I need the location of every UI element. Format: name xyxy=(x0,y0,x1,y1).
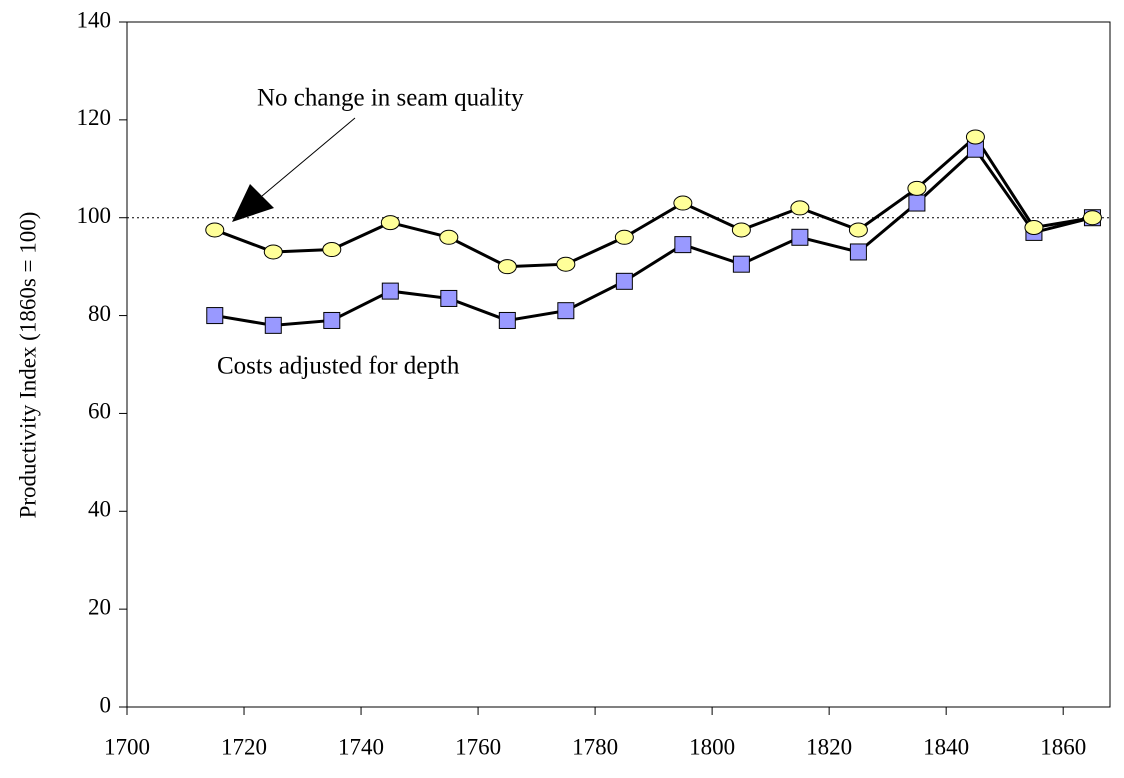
marker xyxy=(848,222,868,238)
marker xyxy=(849,243,867,261)
y-tick-label: 140 xyxy=(77,7,112,32)
y-tick-label: 120 xyxy=(77,105,112,130)
y-tick-label: 100 xyxy=(77,203,112,228)
marker xyxy=(205,222,225,238)
marker xyxy=(614,229,634,245)
marker xyxy=(908,194,926,212)
marker xyxy=(498,311,516,329)
x-tick-label: 1760 xyxy=(455,734,501,759)
annotation: Costs adjusted for depth xyxy=(217,353,460,380)
marker xyxy=(790,200,810,216)
marker xyxy=(380,215,400,231)
arrow-head xyxy=(232,184,274,222)
x-tick-label: 1780 xyxy=(572,734,618,759)
marker xyxy=(1082,210,1102,226)
x-tick-label: 1800 xyxy=(689,734,735,759)
x-tick-label: 1820 xyxy=(806,734,852,759)
y-tick-label: 40 xyxy=(88,497,111,522)
marker xyxy=(673,195,693,211)
series-line xyxy=(214,146,1093,327)
marker xyxy=(907,180,927,196)
y-axis-label: Productivity Index (1860s = 100) xyxy=(15,212,40,519)
marker xyxy=(791,228,809,246)
x-tick-label: 1840 xyxy=(923,734,969,759)
marker xyxy=(674,236,692,254)
plot-frame xyxy=(126,21,1111,708)
x-tick-label: 1700 xyxy=(104,734,150,759)
marker xyxy=(556,256,576,272)
y-tick-label: 60 xyxy=(88,399,111,424)
marker xyxy=(322,242,342,258)
annotation: No change in seam quality xyxy=(257,85,524,112)
marker xyxy=(1024,220,1044,235)
marker xyxy=(323,311,341,329)
x-tick-label: 1860 xyxy=(1040,734,1086,759)
marker xyxy=(381,282,399,300)
marker xyxy=(497,259,517,275)
marker xyxy=(965,129,985,145)
x-tick-label: 1720 xyxy=(221,734,267,759)
x-tick-label: 1740 xyxy=(338,734,384,759)
marker xyxy=(439,229,459,245)
marker xyxy=(557,302,575,320)
marker xyxy=(615,272,633,290)
y-tick-label: 20 xyxy=(88,594,111,619)
marker xyxy=(206,307,224,325)
marker xyxy=(264,316,282,334)
y-tick-label: 0 xyxy=(100,692,112,717)
annotation-arrow xyxy=(261,117,356,197)
series-line xyxy=(214,134,1093,269)
marker xyxy=(440,289,458,307)
marker xyxy=(263,244,283,260)
marker xyxy=(731,222,751,238)
y-tick-label: 80 xyxy=(88,301,111,326)
marker xyxy=(732,255,750,273)
